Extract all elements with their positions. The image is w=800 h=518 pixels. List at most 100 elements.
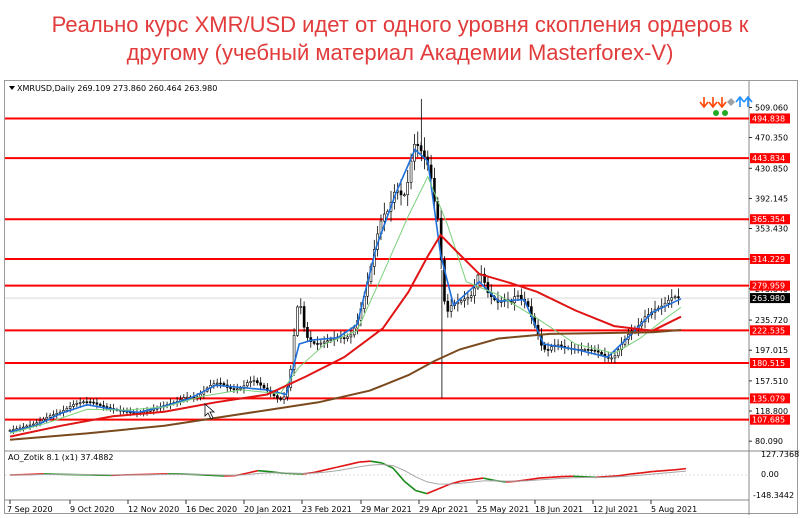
- ao-segment: [370, 460, 382, 464]
- ao-signal-line: [9, 463, 687, 485]
- time-tick-label: 7 Sep 2020: [7, 505, 53, 514]
- candle-body: [446, 300, 450, 312]
- price-tick-label: 235.720: [755, 316, 788, 325]
- candle-body: [473, 287, 476, 296]
- candle-body: [613, 355, 617, 359]
- ma-line-3: [9, 329, 682, 441]
- candle-body: [349, 334, 353, 338]
- candle-body: [35, 422, 39, 425]
- candle-body: [95, 402, 99, 405]
- down-arrow-icon: [717, 97, 727, 109]
- candle-body: [219, 382, 222, 385]
- ao-segment: [246, 469, 259, 475]
- title-line-1: Реально курс XMR/USD идет от одного уров…: [51, 12, 749, 37]
- candle-body: [516, 294, 520, 297]
- candle-body: [673, 296, 677, 299]
- ao-segment: [426, 488, 439, 495]
- candle-body: [245, 382, 249, 387]
- ma-line-2: [9, 233, 682, 438]
- candle-body: [329, 339, 333, 341]
- candle-body: [312, 341, 316, 344]
- candle-body: [55, 413, 59, 415]
- candle-body: [32, 423, 35, 426]
- candle-body: [319, 342, 323, 345]
- time-axis: 7 Sep 2020 9 Oct 2020 12 Nov 2020 16 Dec 20…: [7, 500, 697, 514]
- ao-segment: [415, 489, 428, 495]
- candle-body: [182, 397, 186, 400]
- time-tick-label: 25 May 2021: [477, 505, 529, 514]
- ao-segment: [539, 476, 551, 479]
- ao-segment: [392, 467, 405, 482]
- current-price-tag: [750, 293, 790, 304]
- dot-icon: [722, 110, 728, 116]
- chart-window[interactable]: XMRUSD,Daily 269.109 273.860 260.464 263…: [4, 80, 799, 515]
- ao-segment: [483, 477, 495, 482]
- candle-body: [85, 401, 89, 404]
- candle-body: [42, 418, 45, 422]
- candle-body: [423, 150, 426, 158]
- candle-body: [616, 349, 620, 357]
- time-tick-label: 5 Aug 2021: [651, 505, 697, 514]
- indicator-tick-top: 127.7368: [761, 450, 799, 459]
- diamond-icon: [727, 98, 735, 106]
- level-price-label: 135.079: [752, 394, 785, 403]
- level-price-tag: [750, 253, 790, 264]
- candle-body: [429, 164, 433, 179]
- candle-body: [342, 337, 346, 340]
- symbol-info: XMRUSD,Daily 269.109 273.860 260.464 263…: [17, 84, 217, 93]
- ma-line-1: [9, 175, 682, 434]
- level-price-label: 180.515: [752, 359, 785, 368]
- candle-body: [590, 349, 593, 352]
- candle-body: [463, 298, 466, 301]
- ao-indicator: [5, 460, 749, 495]
- ao-segment: [573, 475, 585, 478]
- ao-segment: [674, 467, 687, 471]
- candle-body: [346, 336, 349, 339]
- candle-body: [667, 299, 670, 304]
- time-tick-label: 12 Jul 2021: [593, 505, 638, 514]
- ao-segment: [257, 469, 270, 473]
- candle-body: [262, 384, 266, 389]
- up-arrow-icon: [743, 95, 753, 107]
- candle-body: [600, 351, 603, 355]
- ao-segment: [640, 470, 653, 474]
- candle-body: [296, 306, 299, 336]
- candle-body: [185, 396, 189, 399]
- candle-body: [302, 306, 306, 328]
- level-price-tag: [750, 153, 790, 164]
- level-price-label: 314.229: [752, 255, 785, 264]
- time-tick-label: 12 Nov 2020: [128, 505, 179, 514]
- candle-body: [583, 349, 587, 351]
- candle-body: [92, 401, 95, 404]
- level-price-tag: [750, 113, 790, 124]
- ao-segment: [314, 469, 326, 474]
- level-price-label: 365.354: [752, 215, 785, 224]
- candle-body: [593, 349, 597, 352]
- price-tick-label: 80.090: [755, 437, 783, 446]
- candle-body: [449, 305, 453, 312]
- price-tick-label: 509.060: [755, 103, 788, 112]
- candle-body: [52, 414, 55, 417]
- candle-body: [102, 405, 105, 407]
- candle-body: [68, 406, 72, 409]
- candle-body: [252, 380, 256, 382]
- candle-body: [670, 297, 674, 301]
- down-arrow-icon: [708, 97, 718, 109]
- candle-body: [299, 306, 303, 308]
- level-price-tag: [750, 358, 790, 369]
- candle-body: [466, 297, 470, 300]
- candle-body: [677, 296, 680, 299]
- candle-body: [45, 417, 49, 420]
- candle-body: [546, 349, 550, 351]
- level-price-tag: [750, 214, 790, 225]
- dot-icon: [713, 110, 719, 116]
- candles: [8, 98, 680, 434]
- time-tick-label: 29 Mar 2021: [361, 505, 412, 514]
- ao-segment: [437, 483, 450, 490]
- candle-body: [259, 382, 262, 386]
- ao-segment: [629, 472, 642, 475]
- menu-triangle-icon[interactable]: [9, 86, 15, 90]
- level-price-tag: [750, 414, 790, 425]
- price-chart[interactable]: XMRUSD,Daily 269.109 273.860 260.464 263…: [5, 81, 799, 515]
- candle-body: [443, 259, 446, 302]
